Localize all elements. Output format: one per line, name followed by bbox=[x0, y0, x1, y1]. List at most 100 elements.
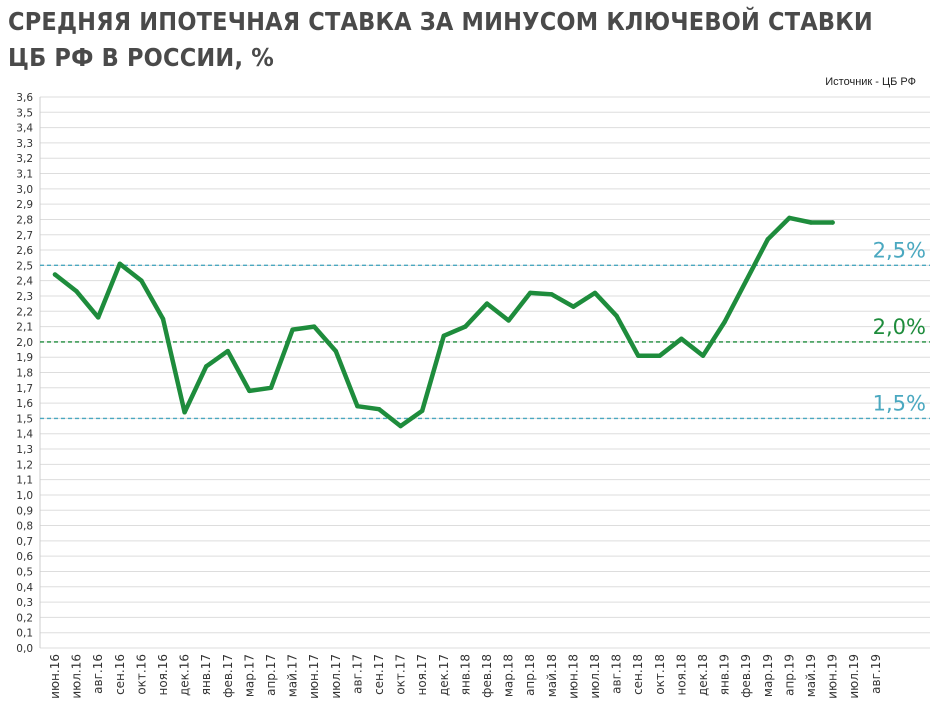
y-tick-label: 2,2 bbox=[16, 306, 33, 318]
y-tick-label: 3,2 bbox=[16, 153, 33, 165]
y-tick-label: 1,9 bbox=[16, 352, 33, 364]
data-point bbox=[744, 278, 749, 283]
y-tick-label: 2,6 bbox=[16, 245, 33, 257]
data-point bbox=[787, 215, 792, 221]
y-tick-label: 1,2 bbox=[16, 459, 33, 471]
x-tick-label: май.17 bbox=[286, 654, 300, 697]
x-tick-label: мар.18 bbox=[502, 654, 516, 697]
x-tick-label: фев.17 bbox=[221, 654, 235, 698]
y-tick-label: 2,0 bbox=[16, 337, 33, 349]
data-point bbox=[312, 324, 317, 329]
data-point bbox=[549, 292, 554, 297]
x-tick-label: апр.19 bbox=[782, 654, 796, 696]
data-point bbox=[441, 333, 446, 338]
y-tick-label: 1,8 bbox=[16, 368, 33, 380]
reference-lines: 2,5% 2,0% 1,5% bbox=[40, 238, 930, 420]
x-tick-label: апр.18 bbox=[523, 654, 537, 696]
x-tick-label: июн.17 bbox=[307, 654, 321, 699]
x-tick-label: июн.16 bbox=[48, 654, 62, 699]
x-tick-label: май.19 bbox=[804, 654, 818, 697]
data-point bbox=[139, 278, 144, 283]
data-point bbox=[376, 407, 382, 412]
y-tick-label: 0,4 bbox=[16, 582, 33, 594]
x-tick-label: сен.16 bbox=[113, 654, 127, 695]
y-tick-label: 3,4 bbox=[16, 123, 33, 135]
y-tick-label: 1,0 bbox=[16, 490, 33, 502]
data-point bbox=[290, 327, 295, 332]
y-tick-label: 1,6 bbox=[16, 398, 33, 410]
x-tick-label: дек.16 bbox=[178, 654, 192, 696]
y-tick-label: 3,3 bbox=[16, 138, 33, 150]
chart-title: СРЕДНЯЯ ИПОТЕЧНАЯ СТАВКА ЗА МИНУСОМ КЛЮЧ… bbox=[8, 7, 873, 72]
x-tick-label: дек.18 bbox=[696, 654, 710, 696]
data-point bbox=[571, 304, 576, 309]
x-tick-label: июн.18 bbox=[566, 654, 580, 699]
source-note: Источник - ЦБ РФ bbox=[825, 76, 916, 88]
data-point bbox=[398, 423, 403, 429]
y-tick-label: 0,2 bbox=[16, 612, 33, 624]
y-tick-label: 3,0 bbox=[16, 184, 33, 196]
data-point bbox=[160, 316, 166, 322]
series-layer bbox=[52, 215, 835, 429]
y-tick-label: 3,1 bbox=[16, 169, 33, 181]
x-tick-label: янв.19 bbox=[718, 654, 732, 695]
y-tick-label: 1,3 bbox=[16, 444, 33, 456]
y-tick-label: 2,3 bbox=[16, 291, 33, 303]
data-point bbox=[636, 353, 641, 358]
y-tick-label: 2,5 bbox=[16, 260, 33, 272]
x-tick-label: ноя.16 bbox=[156, 654, 170, 696]
x-tick-label: авг.19 bbox=[869, 654, 883, 694]
y-tick-label: 0,9 bbox=[16, 505, 33, 517]
x-tick-label: июн.19 bbox=[826, 654, 840, 699]
y-axis-ticks: 0,0 0,1 0,2 0,3 0,4 0,5 0,6 0,7 0,8 0,9 1,0 1,1 1,2 1… bbox=[16, 92, 33, 655]
data-point bbox=[420, 408, 425, 413]
x-tick-label: янв.17 bbox=[199, 654, 213, 695]
y-tick-label: 2,4 bbox=[16, 276, 33, 288]
x-tick-label: мар.17 bbox=[242, 654, 256, 697]
y-tick-label: 0,8 bbox=[16, 521, 33, 533]
x-tick-label: ноя.18 bbox=[674, 654, 688, 696]
x-tick-label: авг.17 bbox=[350, 654, 364, 694]
y-tick-label: 2,8 bbox=[16, 214, 33, 226]
data-point bbox=[52, 272, 58, 277]
y-tick-label: 2,7 bbox=[16, 230, 33, 242]
y-tick-label: 0,0 bbox=[16, 643, 33, 655]
x-tick-label: дек.17 bbox=[437, 654, 451, 696]
y-tick-label: 0,3 bbox=[16, 597, 33, 609]
data-point bbox=[722, 319, 727, 325]
x-tick-label: окт.18 bbox=[653, 654, 667, 695]
x-tick-label: фев.19 bbox=[739, 654, 753, 698]
data-point bbox=[528, 290, 533, 296]
y-tick-label: 1,4 bbox=[16, 429, 33, 441]
data-point bbox=[657, 353, 662, 358]
data-point bbox=[182, 410, 187, 415]
y-tick-label: 2,9 bbox=[16, 199, 33, 211]
data-point bbox=[117, 261, 123, 267]
data-point bbox=[592, 290, 598, 296]
y-tick-label: 0,7 bbox=[16, 536, 33, 548]
y-tick-label: 1,7 bbox=[16, 383, 33, 395]
y-tick-label: 0,1 bbox=[16, 628, 33, 640]
reference-line-label: 2,5% bbox=[873, 238, 926, 262]
x-tick-label: мар.19 bbox=[761, 654, 775, 697]
y-tick-label: 1,5 bbox=[16, 413, 33, 425]
data-point bbox=[463, 324, 468, 329]
y-tick-label: 1,1 bbox=[16, 475, 33, 487]
y-tick-label: 2,1 bbox=[16, 322, 33, 334]
data-point bbox=[204, 364, 209, 369]
data-point bbox=[679, 336, 684, 342]
data-point bbox=[484, 301, 490, 306]
series-line bbox=[52, 215, 835, 429]
reference-line-label: 1,5% bbox=[873, 391, 926, 415]
data-point bbox=[808, 220, 814, 225]
x-tick-label: май.18 bbox=[545, 654, 559, 697]
data-point bbox=[506, 318, 511, 323]
data-point bbox=[74, 289, 79, 294]
data-point bbox=[355, 403, 360, 409]
x-axis-ticks: июн.16 июл.16 авг.16 сен.16 окт.16 ноя.16 дек.… bbox=[48, 654, 883, 699]
y-tick-label: 3,5 bbox=[16, 107, 33, 119]
x-tick-label: июл.17 bbox=[329, 654, 343, 699]
reference-line-label: 2,0% bbox=[873, 315, 926, 339]
data-point bbox=[830, 220, 835, 225]
